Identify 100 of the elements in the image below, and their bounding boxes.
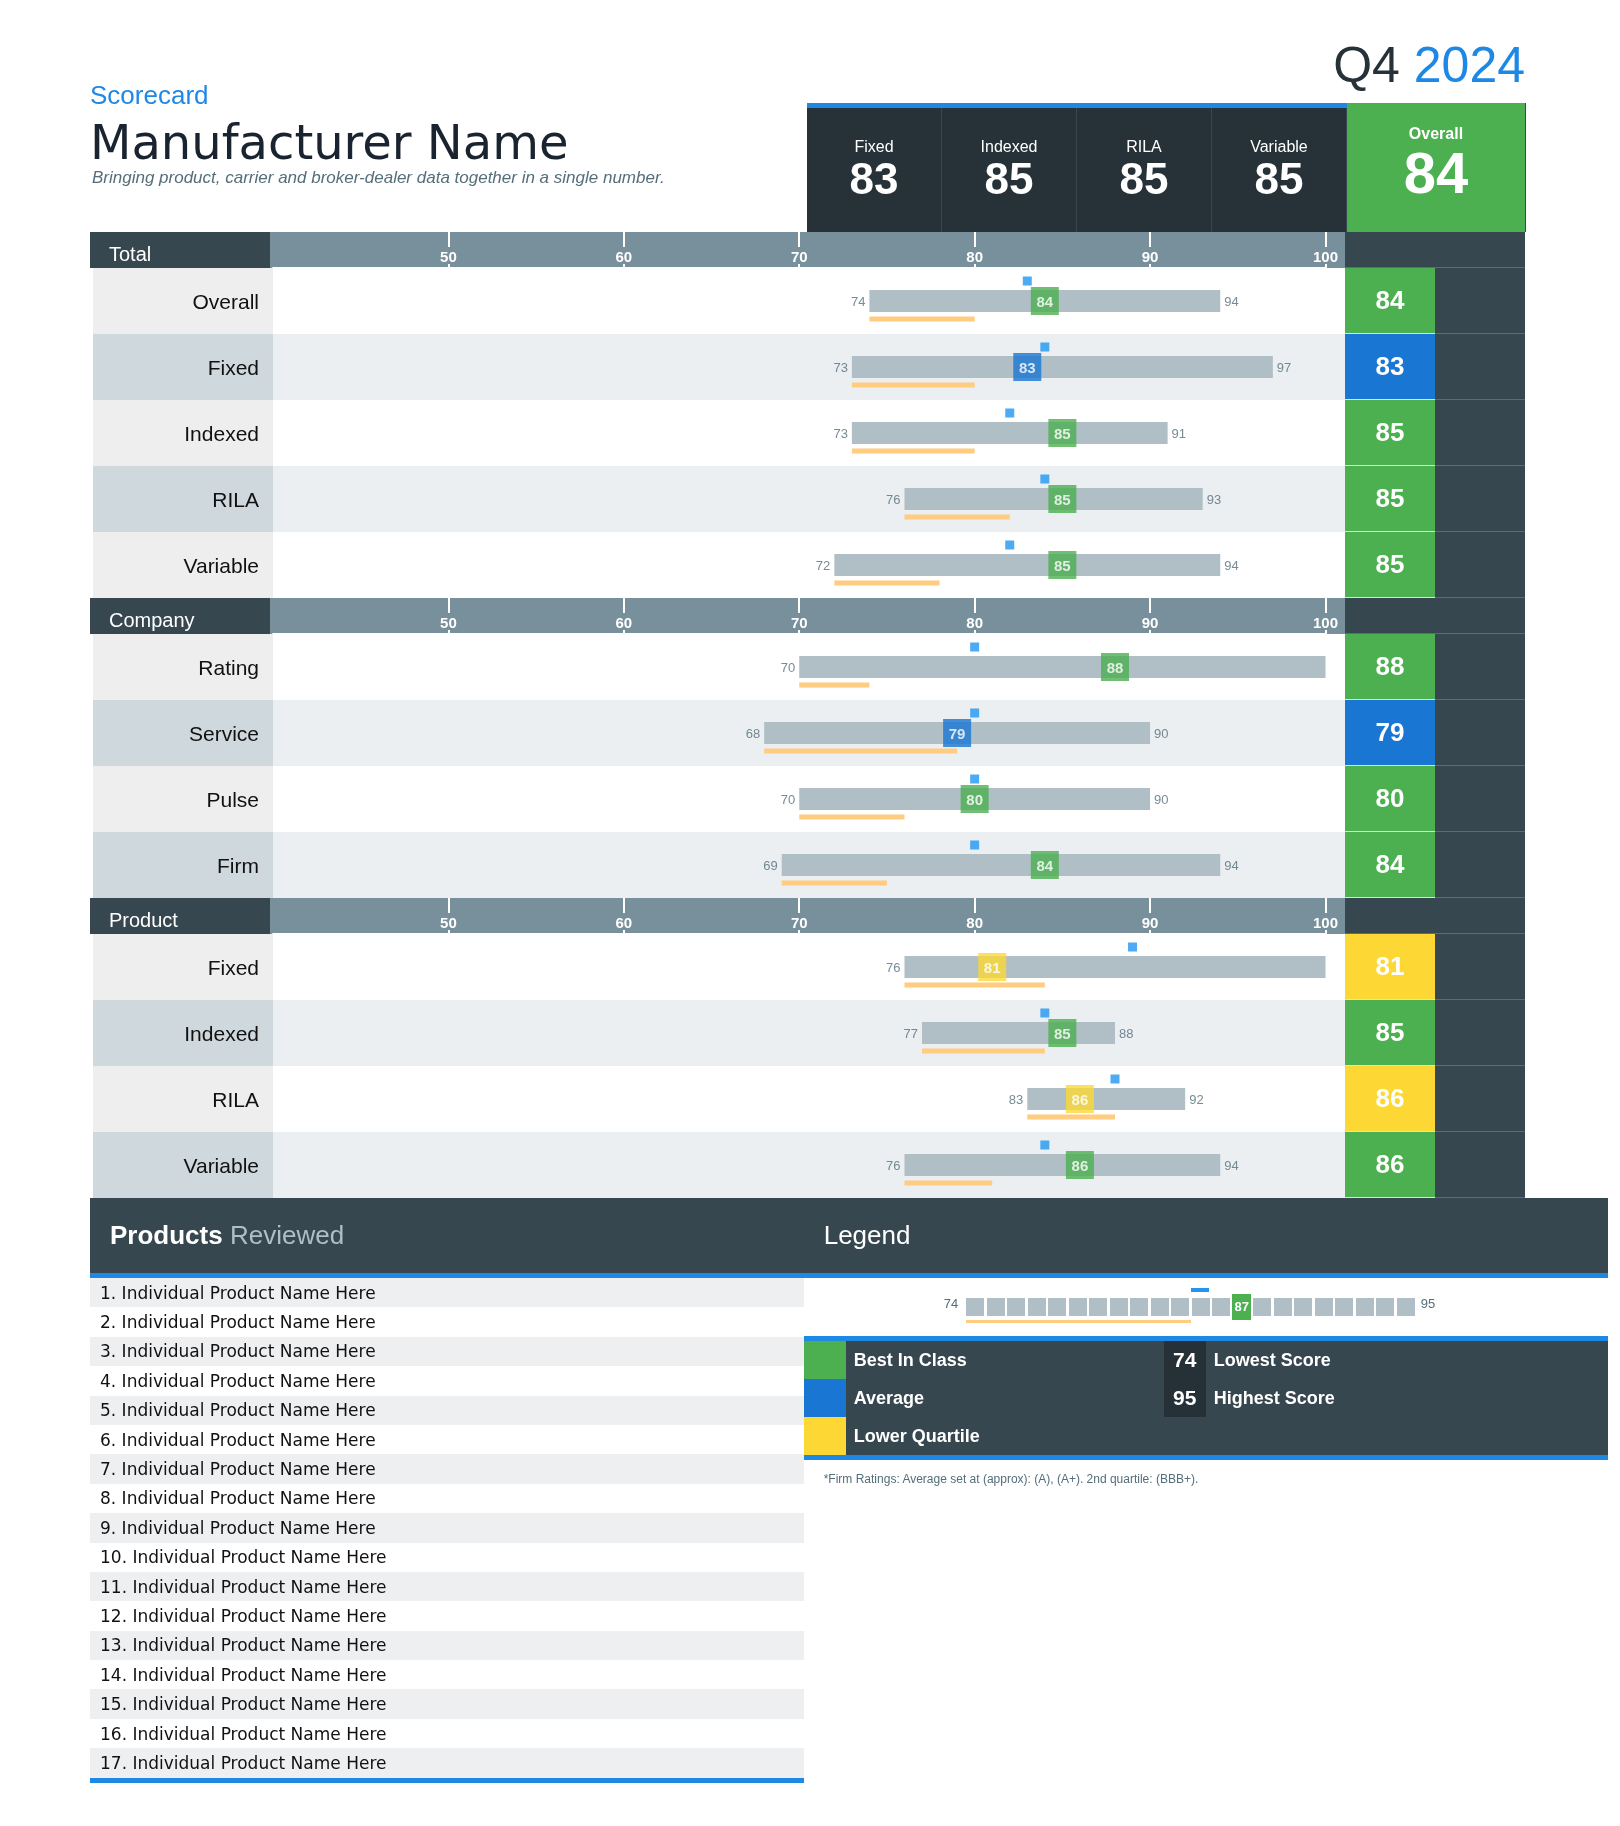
annotation: 77 [903, 1025, 919, 1041]
x-tick-label: 60 [615, 248, 633, 265]
text: 11. Individual Product Name Here [100, 1576, 387, 1597]
bar [904, 514, 1010, 520]
text: Bringing product, carrier and broker-dealer data together in a single number. [92, 168, 665, 188]
bar [799, 788, 1151, 810]
annotation: 88 [1118, 1025, 1134, 1041]
text: 79 [948, 724, 966, 742]
scale-sample: 74 87 95 [943, 1278, 1608, 1336]
x-tick-label: 60 [615, 914, 633, 931]
data-label: 84 [1345, 832, 1435, 898]
bar [904, 1154, 1221, 1176]
y-tick-label: Indexed [184, 421, 259, 445]
bar [764, 748, 958, 754]
data-label: 85 [1118, 154, 1170, 203]
annotation: 73 [833, 425, 848, 441]
data-label: 86 [1345, 1132, 1435, 1198]
data-label: 84 [1345, 268, 1435, 334]
data-label: 88 [1345, 634, 1435, 700]
text: 9. Individual Product Name Here [100, 1517, 376, 1538]
text: 88 [1106, 658, 1124, 676]
category-label: Overall [1407, 125, 1465, 143]
annotation: 69 [763, 857, 778, 873]
data-label: 84 [1402, 140, 1470, 205]
x-tick-label: 100 [1312, 248, 1338, 265]
annotation: 83 [1008, 1091, 1024, 1107]
annotation: 76 [886, 959, 901, 975]
x-tick-label: 60 [615, 614, 633, 631]
annotation: 94 [1224, 857, 1239, 873]
x-tick-label: 70 [790, 614, 808, 631]
data-label: 85 [1345, 532, 1435, 598]
bar [851, 448, 975, 454]
y-tick-label: Overall [192, 289, 259, 313]
text: 80 [966, 790, 983, 808]
text: 86 [1071, 1090, 1089, 1108]
category-label: Variable [1249, 138, 1309, 156]
text: Products Reviewed [110, 1220, 345, 1251]
text: 8. Individual Product Name Here [100, 1488, 376, 1509]
category-label: Best In Class [852, 1348, 968, 1372]
y-tick-label: Indexed [184, 1021, 259, 1045]
data-label: 86 [1345, 1066, 1435, 1132]
annotation: 92 [1189, 1091, 1204, 1107]
data-label: 83 [848, 154, 900, 203]
data-label: 83 [1345, 334, 1435, 400]
text: 5. Individual Product Name Here [100, 1400, 376, 1421]
text: 17. Individual Product Name Here [100, 1752, 387, 1773]
x-tick-label: 90 [1141, 614, 1159, 631]
y-tick-label: Variable [183, 1153, 259, 1177]
text: 83 [1018, 358, 1036, 376]
annotation: 72 [815, 557, 831, 573]
annotation: 73 [833, 359, 848, 375]
bar [851, 356, 1273, 378]
annotation: 70 [780, 659, 796, 675]
x-tick-label: 100 [1312, 614, 1338, 631]
text: 85 [1054, 424, 1071, 442]
bar [781, 880, 887, 886]
text: Q4 2024 [1333, 36, 1525, 94]
bar [851, 382, 975, 388]
text: 2. Individual Product Name Here [100, 1312, 376, 1333]
annotation: 97 [1276, 359, 1292, 375]
bar [904, 956, 1326, 978]
bar [904, 982, 1045, 988]
category-label: Indexed [979, 138, 1039, 156]
bar [904, 1180, 993, 1186]
y-tick-label: Service [188, 721, 259, 745]
text: 7. Individual Product Name Here [100, 1459, 376, 1480]
y-tick-label: Variable [183, 553, 259, 577]
text: 84 [1036, 856, 1054, 874]
y-tick-label: RILA [212, 1087, 259, 1111]
bar [922, 1048, 1045, 1054]
x-tick-label: 100 [1312, 914, 1338, 931]
bar [799, 656, 1326, 678]
x-tick-label: 90 [1141, 248, 1159, 265]
category-label: Lower Quartile [852, 1424, 981, 1448]
text: 85 [1054, 1024, 1071, 1042]
bar [799, 682, 870, 688]
annotation: 74 [850, 293, 866, 309]
data-label: 80 [1345, 766, 1435, 832]
chart-title: Total [109, 243, 152, 265]
text: 85 [1054, 490, 1071, 508]
chart-title: Product [109, 909, 179, 931]
data-label: 85 [1345, 466, 1435, 532]
annotation: 91 [1171, 425, 1187, 441]
category-label: Highest Score [1213, 1387, 1335, 1408]
text: 81 [983, 958, 1001, 976]
annotation: 90 [1154, 791, 1169, 807]
annotation: 94 [1224, 293, 1239, 309]
text: 15. Individual Product Name Here [100, 1694, 387, 1715]
annotation: 68 [745, 725, 761, 741]
text: *Firm Ratings: Average set at (approx): (A), (A+). 2nd quartile: (BBB+). [822, 1471, 1200, 1488]
bar [904, 488, 1203, 510]
y-tick-label: Rating [198, 655, 259, 679]
data-label: 74 [1163, 1341, 1206, 1379]
y-tick-label: Fixed [207, 355, 259, 379]
bar [799, 814, 905, 820]
category-label: Lowest Score [1213, 1349, 1331, 1370]
text: 13. Individual Product Name Here [100, 1635, 387, 1656]
text: 84 [1036, 292, 1054, 310]
text: 12. Individual Product Name Here [100, 1605, 387, 1626]
x-tick-label: 50 [440, 914, 457, 931]
